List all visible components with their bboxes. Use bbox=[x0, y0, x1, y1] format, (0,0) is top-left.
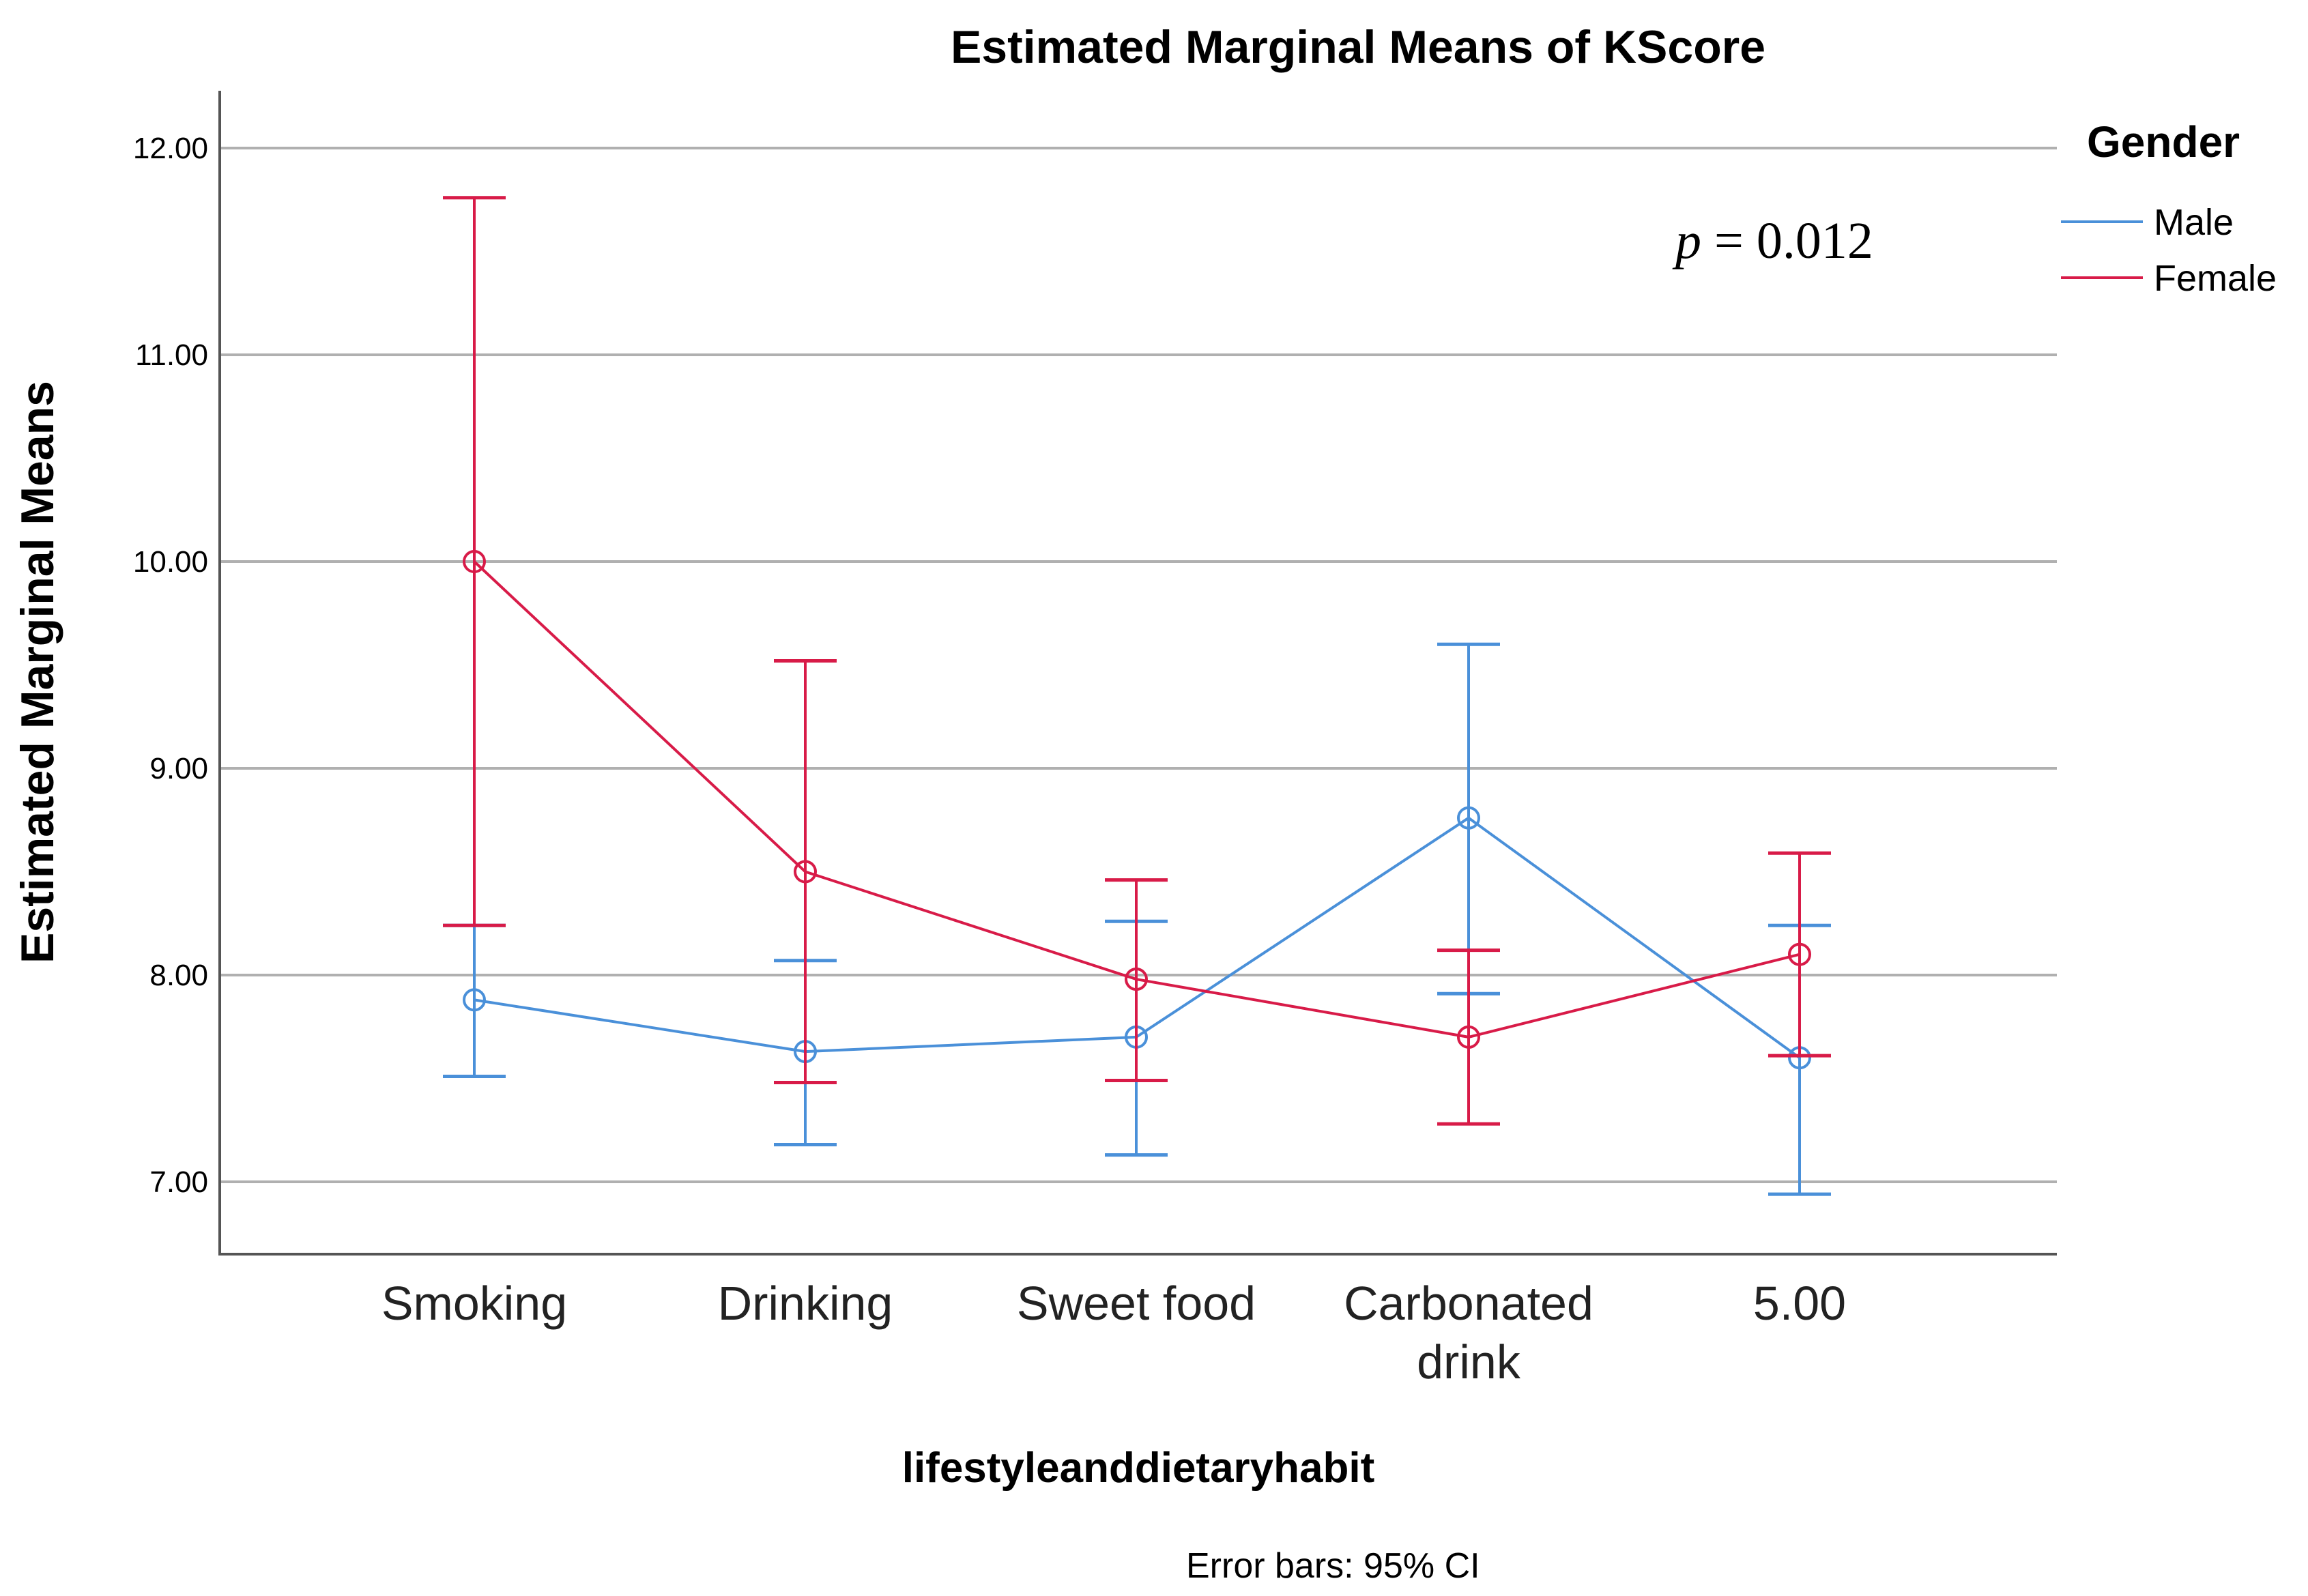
x-tick-label: Carbonated bbox=[1344, 1277, 1593, 1330]
x-tick-labels: Smoking Drinking Sweet food Carbonateddrink… bbox=[381, 1277, 1846, 1389]
legend: Gender Male Female bbox=[2061, 117, 2277, 299]
series-female bbox=[443, 196, 1831, 1126]
p-value-text: = 0.012 bbox=[1701, 212, 1873, 270]
gridlines bbox=[220, 147, 2057, 1183]
p-value-symbol: p bbox=[1672, 212, 1701, 270]
data-point bbox=[1788, 942, 1811, 966]
series-line bbox=[473, 560, 1800, 1039]
y-tick-label: 11.00 bbox=[135, 338, 208, 372]
data-point bbox=[1457, 806, 1480, 830]
y-tick-labels: 7.00 8.00 9.00 10.00 11.00 12.00 bbox=[133, 132, 208, 1199]
x-tick-label: 5.00 bbox=[1753, 1277, 1846, 1330]
p-value-annotation: p = 0.012 bbox=[1672, 212, 1873, 270]
series-layer bbox=[443, 196, 1831, 1196]
x-axis-label: lifestyleanddietaryhabit bbox=[902, 1445, 1375, 1492]
legend-label-female: Female bbox=[2154, 258, 2277, 299]
axes bbox=[218, 91, 2057, 1256]
chart-title: Estimated Marginal Means of KScore bbox=[951, 21, 1765, 73]
x-tick-label: drink bbox=[1417, 1335, 1521, 1389]
data-point bbox=[794, 860, 817, 884]
x-tick-label: Smoking bbox=[381, 1277, 567, 1330]
data-point bbox=[1125, 968, 1148, 991]
y-tick-label: 12.00 bbox=[133, 132, 208, 165]
error-bars-note: Error bars: 95% CI bbox=[1186, 1546, 1480, 1586]
y-tick-label: 8.00 bbox=[149, 959, 208, 992]
data-point bbox=[1457, 1025, 1480, 1049]
legend-title: Gender bbox=[2087, 117, 2240, 166]
legend-label-male: Male bbox=[2154, 202, 2234, 243]
y-tick-label: 10.00 bbox=[133, 545, 208, 579]
x-tick-label: Sweet food bbox=[1017, 1277, 1256, 1330]
y-tick-label: 7.00 bbox=[149, 1165, 208, 1199]
y-axis-label: Estimated Marginal Means bbox=[12, 381, 63, 963]
data-point bbox=[463, 988, 486, 1012]
x-tick-label: Drinking bbox=[718, 1277, 893, 1330]
data-point bbox=[463, 550, 486, 573]
y-tick-label: 9.00 bbox=[149, 752, 208, 785]
